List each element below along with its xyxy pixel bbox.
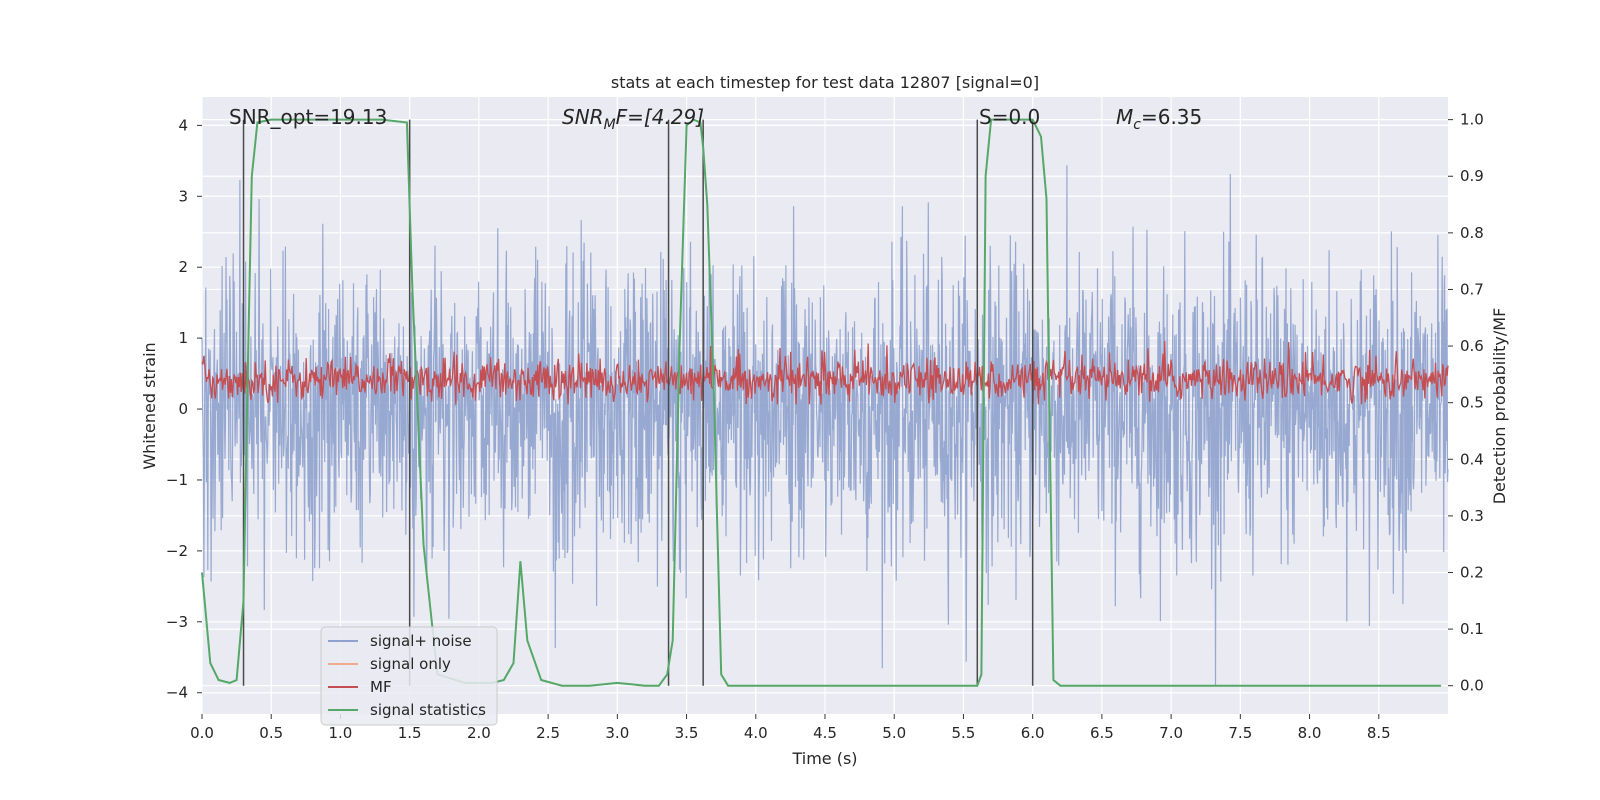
signal-statistics-line <box>201 118 1442 687</box>
yl-tick-label-4: 0 <box>178 400 188 418</box>
annotation-mc-base: M <box>1116 105 1133 129</box>
x-tick-label-8: 4.0 <box>744 724 768 742</box>
x-axis-ticks: 0.0 0.5 1.0 1.5 2.0 2.5 3.0 3.5 4.0 4.5 5.0 5.5 6.0 6… <box>190 714 1391 742</box>
annotation-snr-mf-sub: M <box>604 117 616 133</box>
yl-tick-label-6: −2 <box>166 542 188 560</box>
y-right-axis-ticks: 1.0 0.9 0.8 0.7 0.6 0.5 0.4 0.3 0.2 0.1 0.0 <box>1448 111 1484 695</box>
yr-tick-label-9: 0.1 <box>1460 620 1484 638</box>
x-tick-label-13: 6.5 <box>1090 724 1114 742</box>
yl-tick-label-2: 2 <box>178 258 188 276</box>
y-right-axis-label: Detection probability/MF <box>1490 308 1509 505</box>
annotation-mc-rest: =6.35 <box>1141 105 1202 129</box>
y-left-axis-label: Whitened strain <box>140 342 159 469</box>
annotation-mc: Mc=6.35 <box>1116 105 1202 133</box>
annotation-snr-mf: SNRMF=[4.29] <box>562 105 704 133</box>
yr-tick-label-7: 0.3 <box>1460 507 1484 525</box>
yl-tick-label-8: −4 <box>166 684 188 702</box>
x-tick-label-15: 7.5 <box>1228 724 1252 742</box>
x-tick-label-4: 2.0 <box>467 724 491 742</box>
x-tick-label-11: 5.5 <box>952 724 976 742</box>
annotation-snr-mf-rest: F=[4.29] <box>616 105 704 129</box>
annotation-mc-sub: c <box>1133 117 1141 133</box>
x-tick-label-5: 2.5 <box>536 724 560 742</box>
x-tick-label-3: 1.5 <box>398 724 422 742</box>
yl-tick-label-7: −3 <box>166 613 188 631</box>
x-tick-label-17: 8.5 <box>1367 724 1391 742</box>
yl-tick-label-5: −1 <box>166 471 188 489</box>
x-tick-label-7: 3.5 <box>675 724 699 742</box>
chart-title: stats at each timestep for test data 128… <box>611 73 1039 92</box>
x-tick-label-12: 6.0 <box>1021 724 1045 742</box>
yr-tick-label-0: 1.0 <box>1460 111 1484 129</box>
yl-tick-label-3: 1 <box>178 329 188 347</box>
legend: signal+ noise signal only MF signal stat… <box>320 626 498 726</box>
legend-box <box>320 626 498 726</box>
yl-tick-label-0: 4 <box>178 116 188 134</box>
x-tick-label-10: 5.0 <box>882 724 906 742</box>
yr-tick-label-4: 0.6 <box>1460 337 1484 355</box>
legend-label-signal-statistics: signal statistics <box>370 701 486 719</box>
signal-statistics-series <box>201 118 1442 687</box>
annotation-snr-mf-base: SNR <box>562 105 604 129</box>
x-tick-label-16: 8.0 <box>1298 724 1322 742</box>
yl-tick-label-1: 3 <box>178 187 188 205</box>
x-tick-label-9: 4.5 <box>813 724 837 742</box>
x-tick-label-6: 3.0 <box>605 724 629 742</box>
yr-tick-label-3: 0.7 <box>1460 280 1484 298</box>
yr-tick-label-10: 0.0 <box>1460 677 1484 695</box>
yr-tick-label-6: 0.4 <box>1460 450 1484 468</box>
annotation-s-value: S=0.0 <box>979 105 1040 129</box>
annotation-snr-opt: SNR_opt=19.13 <box>229 105 387 129</box>
yr-tick-label-8: 0.2 <box>1460 563 1484 581</box>
y-left-axis-ticks: 4 3 2 1 0 −1 −2 −3 −4 <box>166 116 202 702</box>
yr-tick-label-1: 0.9 <box>1460 167 1484 185</box>
legend-label-mf: MF <box>370 678 392 696</box>
x-axis-label: Time (s) <box>791 749 857 768</box>
yr-tick-label-5: 0.5 <box>1460 394 1484 412</box>
legend-label-signal-noise: signal+ noise <box>370 632 472 650</box>
vertical-markers <box>242 119 1034 686</box>
yr-tick-label-2: 0.8 <box>1460 224 1484 242</box>
x-tick-label-0: 0.0 <box>190 724 214 742</box>
legend-label-signal-only: signal only <box>370 655 451 673</box>
x-tick-label-1: 0.5 <box>259 724 283 742</box>
x-tick-label-2: 1.0 <box>329 724 353 742</box>
x-tick-label-14: 7.0 <box>1159 724 1183 742</box>
